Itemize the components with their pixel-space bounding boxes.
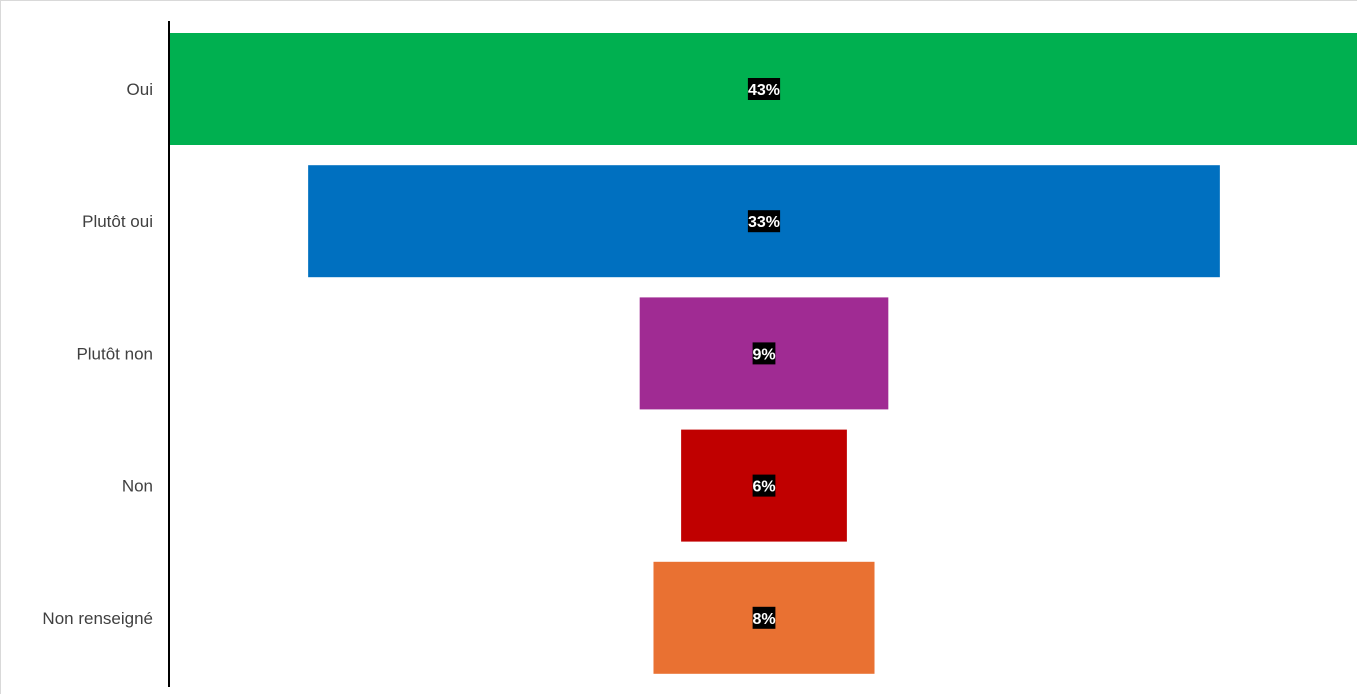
- data-label-background-0: [747, 78, 781, 100]
- data-label-background-2: [752, 342, 776, 365]
- data-label-2: 9%: [752, 346, 775, 363]
- bars-layer: 43% 33% 9% 6% 8%: [170, 33, 1357, 674]
- category-label-3: Non: [122, 477, 153, 496]
- category-label-0: Oui: [127, 80, 153, 99]
- data-label-background-4: [752, 606, 776, 629]
- category-labels-layer: Oui Plutôt oui Plutôt non Non Non renseigné: [42, 80, 153, 628]
- category-label-4: Non renseigné: [42, 609, 153, 628]
- data-label-1: 33%: [748, 214, 780, 231]
- data-label-4: 8%: [752, 611, 775, 628]
- data-label-background-1: [747, 210, 781, 233]
- category-label-2: Plutôt non: [76, 344, 153, 363]
- data-label-0: 43%: [748, 82, 780, 99]
- category-label-1: Plutôt oui: [82, 212, 153, 231]
- data-label-3: 6%: [752, 479, 775, 496]
- data-label-background-3: [752, 474, 776, 497]
